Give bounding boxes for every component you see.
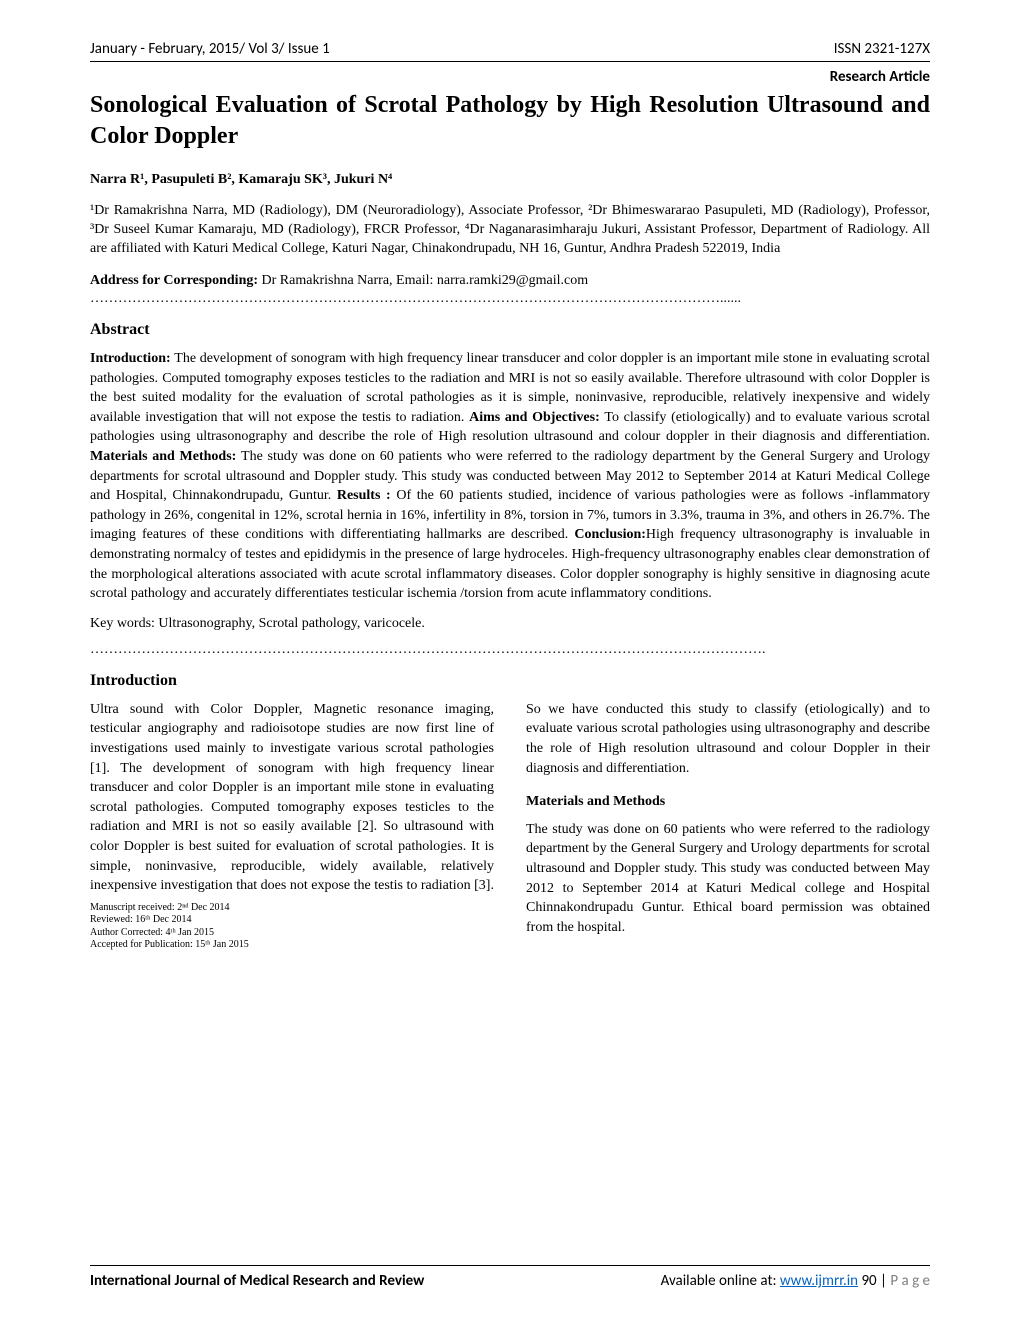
page-footer: International Journal of Medical Researc… [90, 1265, 930, 1290]
abstract-results-label: Results : [337, 488, 396, 503]
article-title: Sonological Evaluation of Scrotal Pathol… [90, 90, 930, 152]
article-type: Research Article [90, 68, 930, 86]
intro-col2-para2: The study was done on 60 patients who we… [526, 820, 930, 938]
two-column-body: Ultra sound with Color Doppler, Magnetic… [90, 700, 930, 952]
manuscript-dates: Manuscript received: 2ⁿᵈ Dec 2014 Review… [90, 902, 494, 952]
footer-url-link[interactable]: www.ijmrr.in [780, 1272, 858, 1290]
intro-col1-para: Ultra sound with Color Doppler, Magnetic… [90, 700, 494, 896]
abstract-conclusion-label: Conclusion: [574, 527, 646, 542]
corresponding-address: Address for Corresponding: Dr Ramakrishn… [90, 273, 930, 289]
abstract-body: Introduction: The development of sonogra… [90, 349, 930, 604]
abstract-aims-label: Aims and Objectives: [469, 410, 604, 425]
footer-available-label: Available online at: [661, 1272, 780, 1290]
abstract-methods-label: Materials and Methods: [90, 449, 241, 464]
divider-dots-1: …………………………………………………………………………………………………………… [90, 291, 930, 307]
footer-rule [90, 1265, 930, 1266]
footer-journal: International Journal of Medical Researc… [90, 1272, 424, 1290]
keywords: Key words: Ultrasonography, Scrotal path… [90, 616, 930, 632]
footer-page-num: 90 | [858, 1272, 890, 1290]
running-header: January - February, 2015/ Vol 3/ Issue 1… [90, 40, 930, 58]
authors-line: Narra R¹, Pasupuleti B², Kamaraju SK³, J… [90, 172, 930, 188]
header-issn: ISSN 2321-127X [834, 40, 930, 58]
introduction-heading: Introduction [90, 672, 930, 690]
materials-methods-heading: Materials and Methods [526, 792, 930, 812]
intro-col2-para1: So we have conducted this study to class… [526, 700, 930, 778]
column-right: So we have conducted this study to class… [526, 700, 930, 952]
ms-corrected: Author Corrected: 4ᵗʰ Jan 2015 [90, 927, 494, 940]
divider-dots-2: …………………………………………………………………………………………………………… [90, 642, 930, 658]
footer-right: Available online at: www.ijmrr.in 90 | P… [661, 1272, 930, 1290]
abstract-heading: Abstract [90, 321, 930, 339]
ms-reviewed: Reviewed: 16ᵗʰ Dec 2014 [90, 914, 494, 927]
corresponding-text: Dr Ramakrishna Narra, Email: narra.ramki… [262, 273, 589, 288]
column-left: Ultra sound with Color Doppler, Magnetic… [90, 700, 494, 952]
footer-page-word: P a g e [890, 1272, 930, 1290]
corresponding-label: Address for Corresponding: [90, 273, 262, 288]
abstract-intro-label: Introduction: [90, 351, 174, 366]
header-left: January - February, 2015/ Vol 3/ Issue 1 [90, 40, 330, 58]
ms-accepted: Accepted for Publication: 15ᵗʰ Jan 2015 [90, 939, 494, 952]
header-rule [90, 61, 930, 62]
affiliations: ¹Dr Ramakrishna Narra, MD (Radiology), D… [90, 202, 930, 259]
ms-received: Manuscript received: 2ⁿᵈ Dec 2014 [90, 902, 494, 915]
